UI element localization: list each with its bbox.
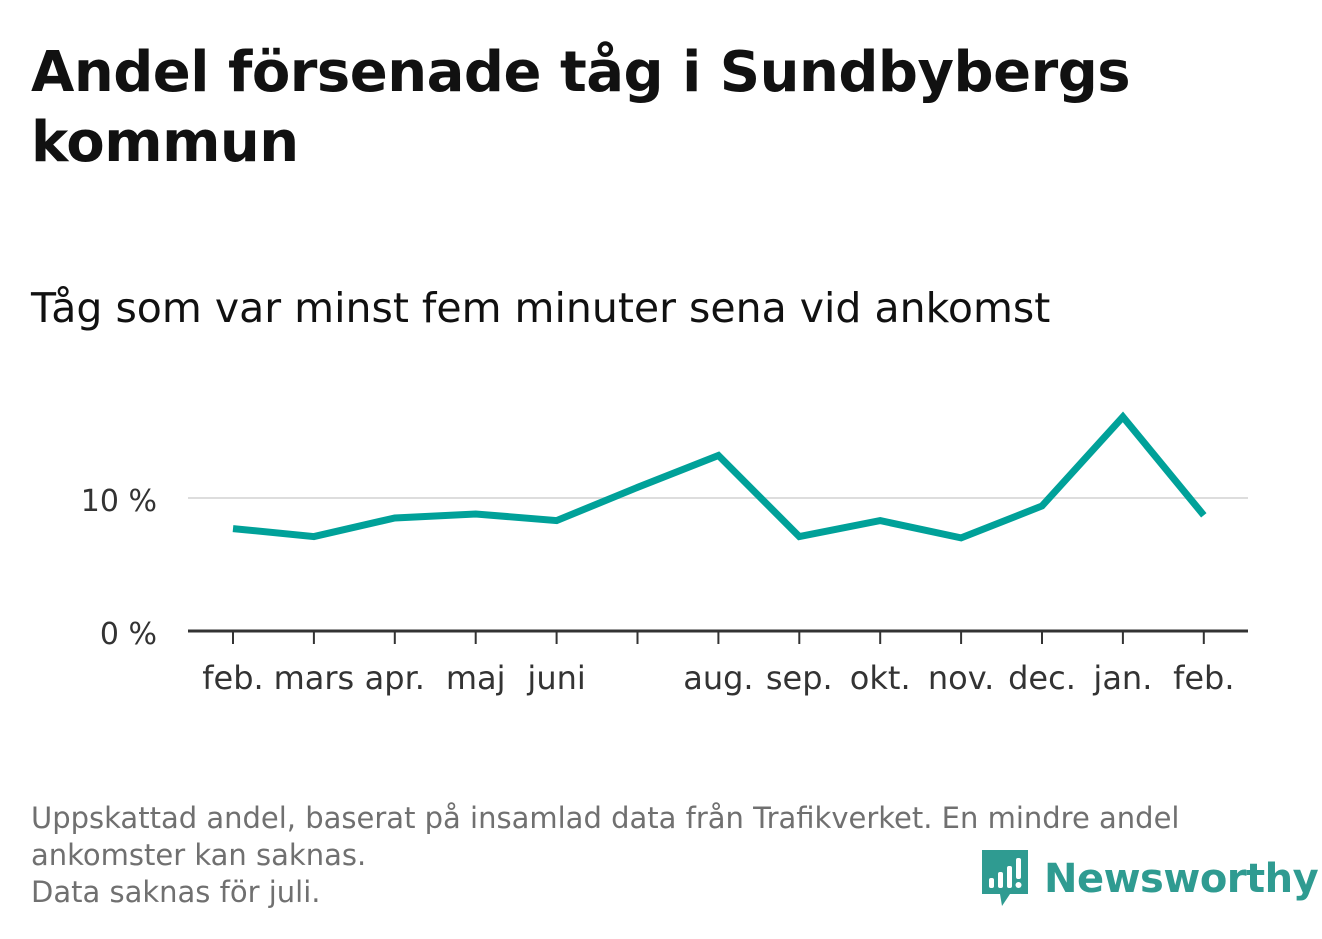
brand-name: Newsworthy: [1044, 856, 1319, 902]
data-point: [1122, 416, 1123, 417]
data-point: [394, 517, 395, 518]
x-tick-label: maj: [446, 659, 506, 697]
footnote: Uppskattad andel, baserat på insamlad da…: [31, 800, 1291, 911]
data-point: [880, 520, 881, 521]
x-tick-label: feb.: [202, 659, 263, 697]
data-point: [475, 513, 476, 514]
data-point: [637, 487, 638, 488]
chart-title: Andel försenade tåg i Sundbybergs kommun: [31, 40, 1131, 175]
x-tick-label: nov.: [928, 659, 994, 697]
x-tick-label: feb.: [1173, 659, 1234, 697]
data-point: [718, 455, 719, 456]
data-point: [313, 536, 314, 537]
brand-logo: Newsworthy: [980, 848, 1319, 910]
data-point: [233, 528, 234, 529]
x-tick-label: sep.: [766, 659, 833, 697]
x-tick-label: dec.: [1008, 659, 1076, 697]
line-chart: 0 % 10 % feb. mars apr. maj juni aug. sep. okt. no…: [81, 411, 1248, 697]
chart-subtitle: Tåg som var minst fem minuter sena vid a…: [31, 284, 1051, 332]
y-tick-label: 10 %: [81, 484, 157, 519]
footnote-line: Uppskattad andel, baserat på insamlad da…: [31, 801, 1180, 835]
x-tick-label: mars: [274, 659, 355, 697]
x-tick-label: apr.: [365, 659, 425, 697]
footnote-line: ankomster kan saknas.: [31, 838, 367, 872]
x-tick-label: jan.: [1092, 659, 1152, 697]
data-point: [1203, 515, 1204, 516]
footnote-line: Data saknas för juli.: [31, 875, 321, 909]
data-point: [1042, 505, 1043, 506]
newsworthy-logo-icon: [982, 850, 1028, 906]
data-point: [961, 537, 962, 538]
x-tick-label: okt.: [850, 659, 911, 697]
series-line: [232, 411, 1207, 542]
y-tick-label: 0 %: [100, 617, 157, 652]
data-point: [799, 536, 800, 537]
data-point: [556, 520, 557, 521]
x-tick-label: aug.: [683, 659, 753, 697]
x-tick-label: juni: [526, 659, 585, 697]
